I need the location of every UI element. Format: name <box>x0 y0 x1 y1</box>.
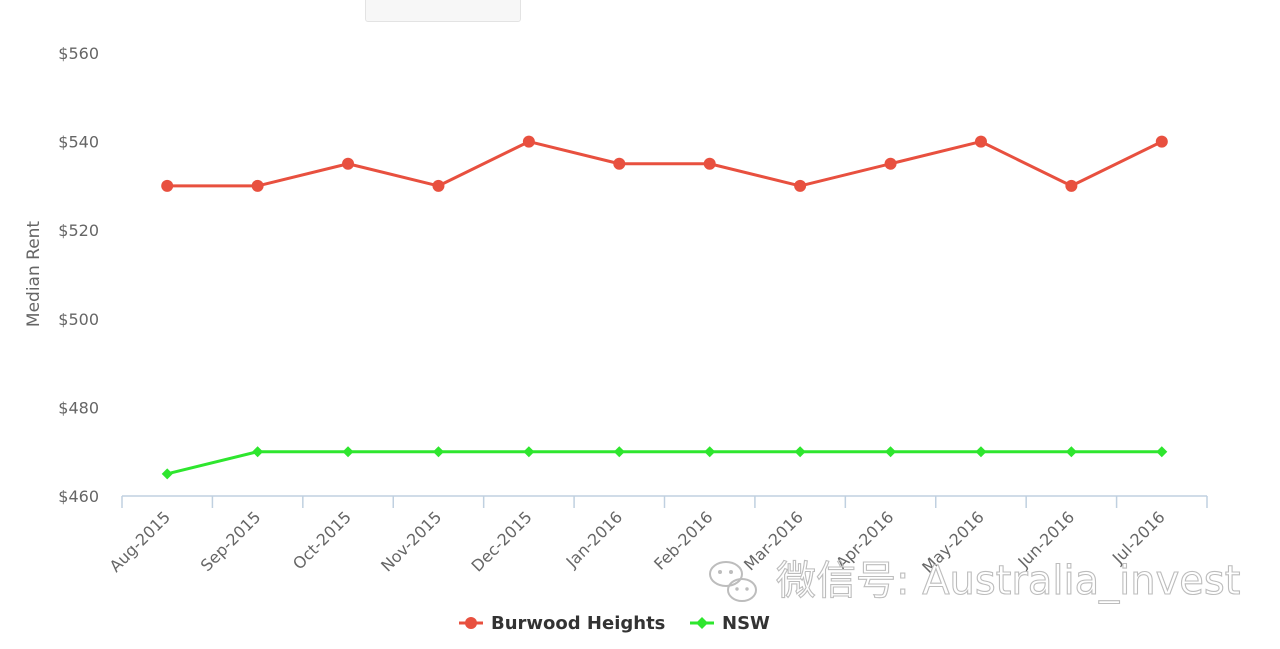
data-point[interactable] <box>703 157 716 170</box>
data-point[interactable] <box>342 157 355 170</box>
x-tick-label: Feb-2016 <box>650 507 716 573</box>
data-point[interactable] <box>1156 446 1168 458</box>
data-point[interactable] <box>1155 135 1168 148</box>
y-tick-label: $460 <box>58 487 99 506</box>
data-point[interactable] <box>974 135 987 148</box>
data-point[interactable] <box>1065 179 1078 192</box>
data-point[interactable] <box>342 446 354 458</box>
watermark: 微信号: Australia_invest <box>709 557 1241 605</box>
legend-label: NSW <box>722 613 770 634</box>
x-tick-label: Dec-2015 <box>468 507 536 575</box>
data-point[interactable] <box>251 179 264 192</box>
legend-marker <box>465 617 477 629</box>
data-point[interactable] <box>704 446 716 458</box>
series-layer <box>161 135 1168 480</box>
data-point[interactable] <box>975 446 987 458</box>
x-tick-label: Jan-2016 <box>562 507 626 571</box>
series-0 <box>161 135 1168 192</box>
wechat-icon <box>709 561 757 602</box>
legend-item[interactable]: NSW <box>690 613 770 634</box>
y-tick-label: $500 <box>58 310 99 329</box>
data-point[interactable] <box>794 179 807 192</box>
data-point[interactable] <box>613 157 626 170</box>
y-axis-title: Median Rent <box>24 221 44 328</box>
series-1 <box>161 446 1168 480</box>
watermark-text: 微信号: Australia_invest <box>776 558 1240 604</box>
data-point[interactable] <box>432 446 444 458</box>
data-point[interactable] <box>1065 446 1077 458</box>
x-tick-label: Sep-2015 <box>197 507 265 575</box>
data-point[interactable] <box>252 446 264 458</box>
top-tab[interactable] <box>365 0 521 22</box>
data-point[interactable] <box>794 446 806 458</box>
y-axis-ticks: $460 $480 $500 $520 $540 $560 <box>58 44 99 506</box>
data-point[interactable] <box>432 179 445 192</box>
legend-label: Burwood Heights <box>491 613 665 634</box>
data-point[interactable] <box>885 446 897 458</box>
x-tick-label: Aug-2015 <box>106 507 174 575</box>
y-tick-label: $540 <box>58 133 99 152</box>
data-point[interactable] <box>523 446 535 458</box>
data-point[interactable] <box>161 468 173 480</box>
legend-item[interactable]: Burwood Heights <box>459 613 665 634</box>
data-point[interactable] <box>613 446 625 458</box>
series-line <box>167 140 1163 188</box>
series-line <box>166 450 1162 476</box>
y-tick-label: $520 <box>58 221 99 240</box>
x-tick-label: Nov-2015 <box>377 507 445 575</box>
y-tick-label: $480 <box>58 398 99 417</box>
data-point[interactable] <box>161 179 174 192</box>
data-point[interactable] <box>522 135 535 148</box>
x-tick-label: Oct-2015 <box>289 507 355 573</box>
legend: Burwood Heights NSW <box>459 613 770 634</box>
y-tick-label: $560 <box>58 44 99 63</box>
legend-marker <box>696 617 708 629</box>
data-point[interactable] <box>884 157 897 170</box>
